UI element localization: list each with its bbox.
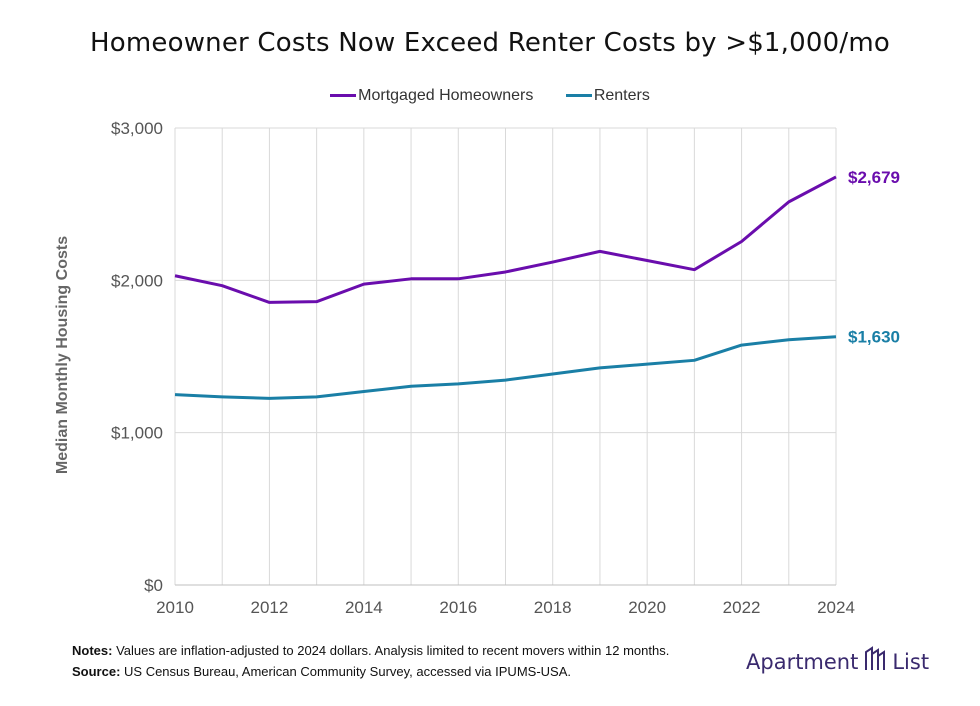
source-line: Source: US Census Bureau, American Commu… xyxy=(72,661,669,682)
end-label-homeowners: $2,679 xyxy=(848,168,900,187)
legend-item-renters: Renters xyxy=(565,86,650,105)
notes-label: Notes: xyxy=(72,643,113,658)
tick-labels: $0 $1,000 $2,000 $3,000 2010 2012 2014 2016 2018… xyxy=(111,119,855,617)
gridlines xyxy=(174,127,837,586)
notes-line: Notes: Values are inflation-adjusted to … xyxy=(72,640,669,661)
y-tick-label: $3,000 xyxy=(111,119,163,138)
brand-name-left: Apartment xyxy=(746,649,859,674)
chart-notes: Notes: Values are inflation-adjusted to … xyxy=(72,640,669,682)
legend-label-renters: Renters xyxy=(593,86,650,104)
source-label: Source: xyxy=(72,664,121,679)
x-tick-label: 2012 xyxy=(251,598,289,617)
brand-logo: Apartment List xyxy=(746,646,929,677)
building-logo-icon xyxy=(864,646,886,677)
x-tick-label: 2018 xyxy=(534,598,572,617)
source-text: US Census Bureau, American Community Sur… xyxy=(120,664,571,679)
series-lines xyxy=(174,175,837,400)
legend-label-homeowners: Mortgaged Homeowners xyxy=(358,86,534,104)
end-label-renters: $1,630 xyxy=(848,328,900,347)
brand-name-right: List xyxy=(892,649,930,674)
legend-item-homeowners: Mortgaged Homeowners xyxy=(330,87,533,105)
x-tick-label: 2024 xyxy=(817,598,855,617)
x-tick-label: 2010 xyxy=(156,598,194,617)
y-tick-label: $2,000 xyxy=(111,271,163,290)
chart-title: Homeowner Costs Now Exceed Renter Costs … xyxy=(90,28,890,58)
x-tick-label: 2020 xyxy=(628,598,666,617)
chart-legend: Mortgaged Homeowners Renters xyxy=(0,84,980,105)
y-tick-label: $1,000 xyxy=(111,424,163,443)
y-tick-label: $0 xyxy=(144,576,163,595)
x-tick-label: 2022 xyxy=(723,598,761,617)
end-labels: $2,679 $1,630 xyxy=(848,168,900,347)
notes-text: Values are inflation-adjusted to 2024 do… xyxy=(112,643,670,658)
legend-swatch-homeowners xyxy=(330,94,357,97)
x-tick-label: 2016 xyxy=(439,598,477,617)
legend-swatch-renters xyxy=(565,94,592,97)
x-tick-label: 2014 xyxy=(345,598,383,617)
